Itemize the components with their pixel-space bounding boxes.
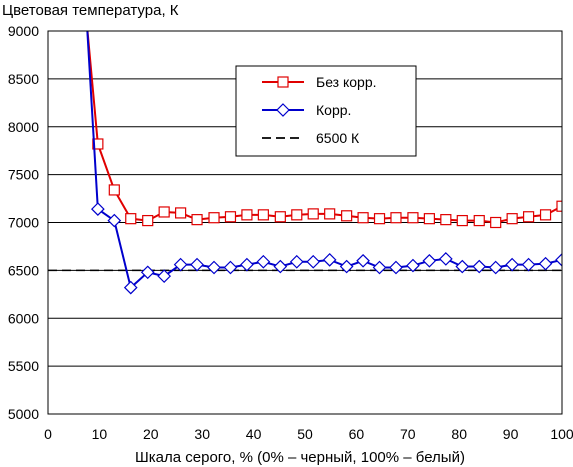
data-point-square bbox=[175, 207, 187, 219]
data-point-square bbox=[373, 213, 386, 225]
data-point-square bbox=[473, 214, 485, 227]
data-point-diamond bbox=[488, 260, 503, 275]
legend: Без корр. Корр. 6500 К bbox=[235, 65, 417, 157]
x-tick-label: 30 bbox=[194, 426, 210, 442]
x-tick-label: 40 bbox=[246, 426, 262, 442]
data-point-diamond bbox=[472, 259, 487, 274]
data-point-square bbox=[142, 214, 154, 227]
data-point-diamond bbox=[123, 280, 138, 295]
data-point-diamond bbox=[538, 256, 553, 271]
y-tick-label: 7000 bbox=[8, 215, 39, 231]
data-point-square bbox=[92, 138, 104, 150]
data-point-diamond bbox=[356, 253, 370, 268]
y-tick-label: 6000 bbox=[8, 310, 39, 326]
data-point-square bbox=[490, 216, 502, 229]
data-point-diamond bbox=[140, 265, 155, 280]
data-point-diamond bbox=[289, 254, 304, 269]
x-tick-label: 80 bbox=[451, 426, 467, 442]
data-point-square bbox=[390, 212, 402, 224]
x-tick-label: 50 bbox=[297, 426, 313, 442]
tick-labels: 5000 5500 6000 6500 7000 7500 8000 8500 9000 0 10 2… bbox=[8, 23, 573, 442]
data-point-diamond bbox=[505, 257, 519, 272]
data-point-diamond bbox=[521, 257, 536, 272]
data-point-square bbox=[456, 214, 468, 227]
x-tick-label: 100 bbox=[550, 426, 573, 442]
data-point-square bbox=[158, 206, 170, 218]
data-point-diamond bbox=[223, 260, 238, 275]
x-tick-label: 10 bbox=[92, 426, 108, 442]
x-axis-title: Шкала серого, % (0% – черный, 100% – бел… bbox=[135, 449, 465, 466]
y-tick-label: 8000 bbox=[8, 119, 39, 135]
data-point-diamond bbox=[339, 259, 354, 274]
y-tick-label: 9000 bbox=[8, 23, 39, 39]
data-point-square bbox=[224, 211, 237, 223]
data-point-diamond bbox=[555, 252, 562, 267]
data-point-square bbox=[257, 209, 269, 221]
data-point-square bbox=[108, 184, 120, 196]
data-point-square bbox=[539, 209, 552, 221]
data-point-square bbox=[277, 76, 289, 88]
data-point-square bbox=[423, 213, 435, 225]
data-point-diamond bbox=[389, 260, 403, 275]
data-point-square bbox=[341, 210, 353, 222]
y-tick-label: 5000 bbox=[8, 406, 39, 422]
data-point-diamond bbox=[372, 260, 387, 275]
data-point-square bbox=[125, 213, 137, 225]
data-point-square bbox=[522, 211, 535, 223]
data-point-square bbox=[274, 211, 286, 223]
data-point-diamond bbox=[107, 213, 122, 228]
data-point-square bbox=[407, 212, 419, 224]
series-line bbox=[86, 31, 562, 290]
data-point-diamond bbox=[240, 257, 254, 272]
x-tick-label: 60 bbox=[349, 426, 365, 442]
data-point-diamond bbox=[190, 257, 204, 272]
data-point-square bbox=[556, 200, 562, 212]
data-point-square bbox=[241, 209, 253, 221]
y-tick-label: 5500 bbox=[8, 358, 39, 374]
x-tick-label: 0 bbox=[44, 426, 52, 442]
data-point-diamond bbox=[173, 257, 188, 272]
x-tick-label: 70 bbox=[400, 426, 416, 442]
legend-label: Корр. bbox=[316, 102, 351, 118]
x-tick-label: 90 bbox=[503, 426, 519, 442]
data-point-square bbox=[440, 214, 452, 226]
data-point-diamond bbox=[276, 103, 290, 117]
data-point-diamond bbox=[438, 252, 453, 266]
y-axis-title: Цветовая температура, К bbox=[2, 2, 179, 19]
data-point-diamond bbox=[306, 254, 321, 269]
data-point-diamond bbox=[422, 253, 437, 268]
data-point-diamond bbox=[91, 202, 105, 216]
data-point-square bbox=[307, 208, 319, 220]
data-point-diamond bbox=[455, 259, 470, 274]
data-point-square bbox=[324, 208, 336, 220]
data-point-diamond bbox=[406, 258, 420, 273]
series-layer bbox=[86, 31, 562, 295]
series-1 bbox=[86, 31, 562, 229]
y-tick-label: 8500 bbox=[8, 71, 39, 87]
series-2 bbox=[86, 31, 562, 295]
data-point-diamond bbox=[273, 259, 288, 274]
data-point-diamond bbox=[207, 260, 221, 275]
data-point-square bbox=[506, 213, 518, 225]
data-point-diamond bbox=[157, 269, 172, 283]
data-point-square bbox=[191, 214, 203, 226]
legend-label: Без корр. bbox=[316, 74, 377, 90]
plot-frame bbox=[47, 30, 563, 415]
y-tick-label: 6500 bbox=[8, 262, 39, 278]
data-point-diamond bbox=[322, 252, 337, 267]
data-point-square bbox=[357, 212, 369, 224]
legend-label: 6500 К bbox=[316, 130, 360, 146]
data-point-diamond bbox=[256, 254, 271, 269]
data-point-square bbox=[208, 212, 220, 224]
data-point-square bbox=[291, 209, 303, 221]
x-tick-label: 20 bbox=[143, 426, 159, 442]
y-tick-label: 7500 bbox=[8, 167, 39, 183]
